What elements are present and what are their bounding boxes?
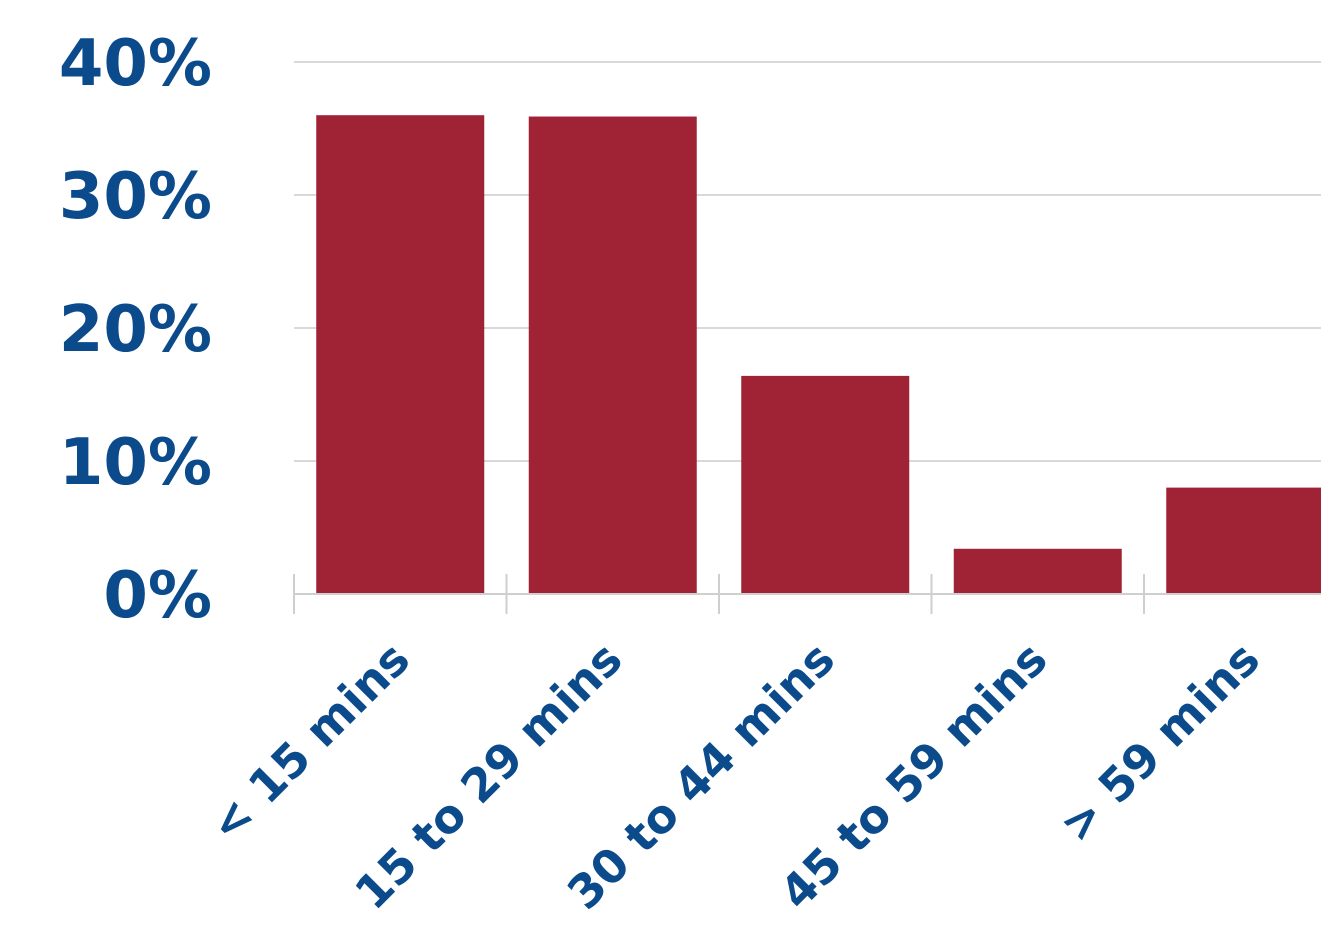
bar [1166,487,1321,594]
bar [953,548,1122,594]
y-tick-label: 10% [59,426,212,500]
x-axis [293,574,1321,614]
y-axis-tick-labels: 0% 10% 20% 30% 40% [59,27,212,633]
y-tick-label: 30% [59,160,212,234]
y-tick-label: 20% [59,293,212,367]
y-tick-label: 0% [103,559,212,633]
bar [528,116,697,594]
x-tick-label: < 15 mins [199,632,420,853]
bar [741,375,910,594]
x-tick-label: > 59 mins [1049,632,1270,853]
bar [316,115,485,594]
y-tick-label: 40% [59,27,212,101]
bars [316,115,1321,594]
